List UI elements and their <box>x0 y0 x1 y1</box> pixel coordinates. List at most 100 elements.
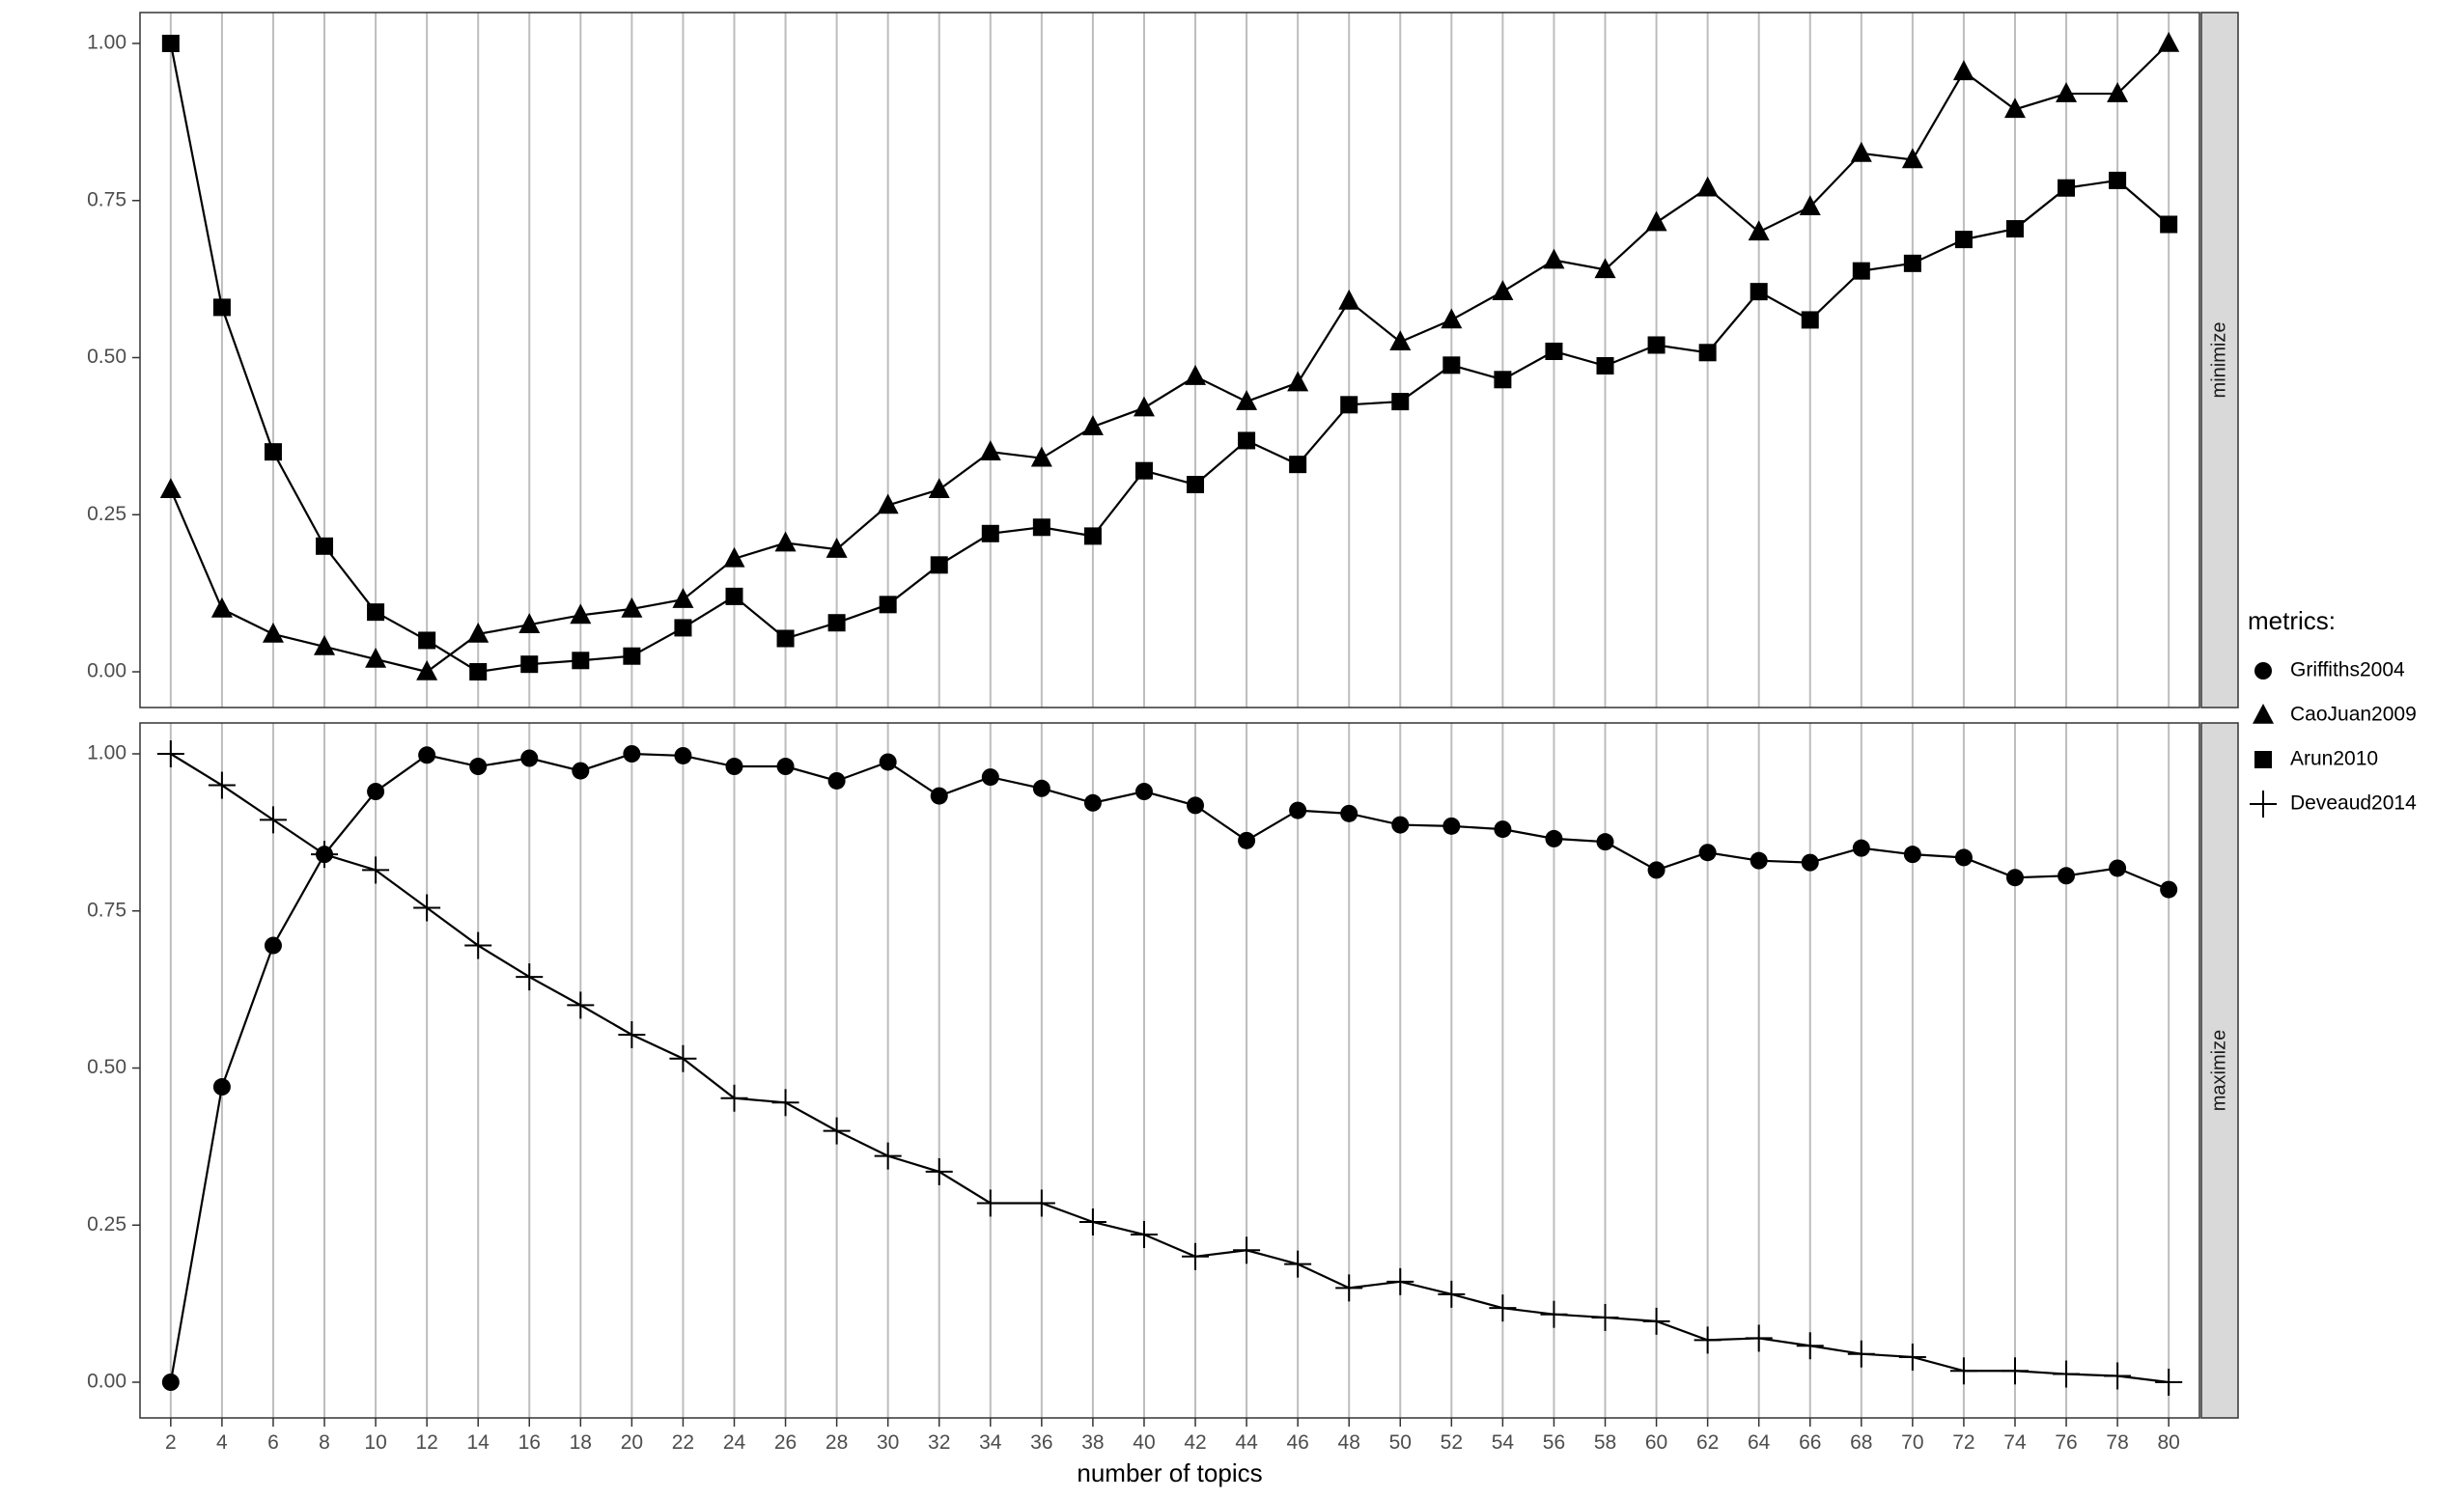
point-CaoJuan2009-64 <box>1748 220 1770 241</box>
y-tick-label: 0.00 <box>87 1371 126 1393</box>
point-Griffiths2004-64 <box>1750 851 1768 870</box>
point-CaoJuan2009-48 <box>1338 289 1360 310</box>
point-Arun2010-64 <box>1750 283 1768 301</box>
x-tick-label: 6 <box>267 1431 279 1454</box>
point-Arun2010-42 <box>1187 476 1205 494</box>
x-tick-label: 28 <box>826 1431 848 1454</box>
point-Deveaud2014-30 <box>874 1142 902 1170</box>
point-Griffiths2004-14 <box>469 758 488 776</box>
point-CaoJuan2009-72 <box>1952 60 1974 81</box>
point-Arun2010-60 <box>1647 336 1666 354</box>
point-Deveaud2014-60 <box>1642 1307 1670 1335</box>
point-Deveaud2014-32 <box>925 1157 953 1185</box>
point-Griffiths2004-76 <box>2058 867 2076 885</box>
legend-label: CaoJuan2009 <box>2290 704 2417 726</box>
point-CaoJuan2009-34 <box>979 440 1001 460</box>
point-Deveaud2014-62 <box>1694 1326 1722 1354</box>
point-Arun2010-52 <box>1442 356 1461 375</box>
point-Arun2010-56 <box>1545 342 1563 360</box>
point-Deveaud2014-74 <box>2001 1357 2029 1385</box>
legend-item-Griffiths2004: Griffiths2004 <box>2254 659 2405 681</box>
x-tick-label: 30 <box>877 1431 899 1454</box>
y-tick-label: 1.00 <box>87 32 126 54</box>
point-Griffiths2004-20 <box>623 745 641 763</box>
x-tick-label: 62 <box>1696 1431 1719 1454</box>
panel-maximize: maximize 0.00 0.25 0.50 0.75 1.00 <box>87 722 2239 1419</box>
x-tick-label: 42 <box>1184 1431 1206 1454</box>
point-Griffiths2004-2 <box>161 1374 180 1391</box>
x-tick-label: 2 <box>165 1431 177 1454</box>
point-Griffiths2004-22 <box>674 746 692 764</box>
point-CaoJuan2009-8 <box>314 634 336 655</box>
point-CaoJuan2009-28 <box>826 538 848 558</box>
point-CaoJuan2009-76 <box>2056 82 2078 102</box>
point-Griffiths2004-32 <box>930 787 948 805</box>
x-tick-label: 66 <box>1799 1431 1821 1454</box>
point-CaoJuan2009-62 <box>1696 176 1719 197</box>
point-Arun2010-34 <box>981 524 999 542</box>
y-tick-label: 0.75 <box>87 188 126 210</box>
legend-key-plus <box>2250 791 2277 818</box>
point-Arun2010-74 <box>2005 220 2024 238</box>
point-Griffiths2004-42 <box>1187 796 1205 815</box>
point-CaoJuan2009-2 <box>159 478 182 499</box>
point-Griffiths2004-60 <box>1647 861 1666 879</box>
point-Deveaud2014-56 <box>1540 1300 1568 1328</box>
point-Arun2010-10 <box>367 603 385 622</box>
legend-label: Arun2010 <box>2290 748 2378 770</box>
point-Griffiths2004-78 <box>2109 859 2127 877</box>
point-Griffiths2004-30 <box>879 753 897 771</box>
point-CaoJuan2009-18 <box>570 603 592 625</box>
point-CaoJuan2009-12 <box>416 660 438 680</box>
point-Arun2010-2 <box>161 35 180 52</box>
point-Deveaud2014-26 <box>771 1089 799 1117</box>
point-CaoJuan2009-40 <box>1133 396 1155 417</box>
point-Griffiths2004-34 <box>981 768 999 787</box>
y-tick-label: 0.50 <box>87 1056 126 1078</box>
point-Arun2010-70 <box>1903 254 1921 272</box>
point-CaoJuan2009-22 <box>672 588 694 608</box>
point-Deveaud2014-40 <box>1130 1221 1158 1249</box>
panel-border <box>139 12 2200 708</box>
point-Griffiths2004-46 <box>1289 801 1307 819</box>
point-Deveaud2014-36 <box>1027 1189 1055 1217</box>
y-tick-label: 0.25 <box>87 1213 126 1235</box>
point-Arun2010-38 <box>1083 527 1102 545</box>
point-Arun2010-76 <box>2058 179 2076 197</box>
point-Arun2010-36 <box>1032 518 1050 537</box>
point-CaoJuan2009-54 <box>1492 280 1514 300</box>
point-CaoJuan2009-14 <box>467 622 490 643</box>
series-line-Deveaud2014 <box>170 753 2170 1384</box>
point-Arun2010-80 <box>2160 215 2178 234</box>
x-tick-label: 8 <box>319 1431 330 1454</box>
point-CaoJuan2009-24 <box>723 546 745 568</box>
x-tick-label: 80 <box>2157 1431 2179 1454</box>
point-Griffiths2004-74 <box>2005 869 2024 887</box>
x-tick-label: 44 <box>1235 1431 1258 1454</box>
point-Arun2010-28 <box>827 614 846 632</box>
legend-key-circle <box>2254 662 2272 680</box>
point-Deveaud2014-68 <box>1847 1340 1875 1368</box>
x-tick-label: 60 <box>1645 1431 1667 1454</box>
point-CaoJuan2009-4 <box>210 597 233 618</box>
x-axis-title: number of topics <box>1077 1458 1262 1487</box>
point-Griffiths2004-36 <box>1032 779 1050 797</box>
point-CaoJuan2009-6 <box>262 622 284 643</box>
point-Arun2010-50 <box>1391 393 1410 411</box>
facet-strip-label: minimize <box>2208 322 2229 399</box>
point-Arun2010-32 <box>930 556 948 574</box>
legend-label: Deveaud2014 <box>2290 792 2417 815</box>
x-tick-label: 74 <box>2003 1431 2027 1454</box>
legend-item-Arun2010: Arun2010 <box>2254 748 2378 770</box>
point-CaoJuan2009-68 <box>1850 141 1872 162</box>
x-tick-label: 68 <box>1850 1431 1872 1454</box>
y-tick-label: 0.75 <box>87 899 126 921</box>
y-tick-label: 0.25 <box>87 503 126 525</box>
point-Griffiths2004-52 <box>1442 817 1461 835</box>
point-Griffiths2004-72 <box>1954 848 1973 867</box>
x-tick-label: 70 <box>1901 1431 1923 1454</box>
point-CaoJuan2009-66 <box>1799 195 1821 216</box>
x-tick-label: 10 <box>364 1431 386 1454</box>
x-tick-label: 38 <box>1081 1431 1104 1454</box>
